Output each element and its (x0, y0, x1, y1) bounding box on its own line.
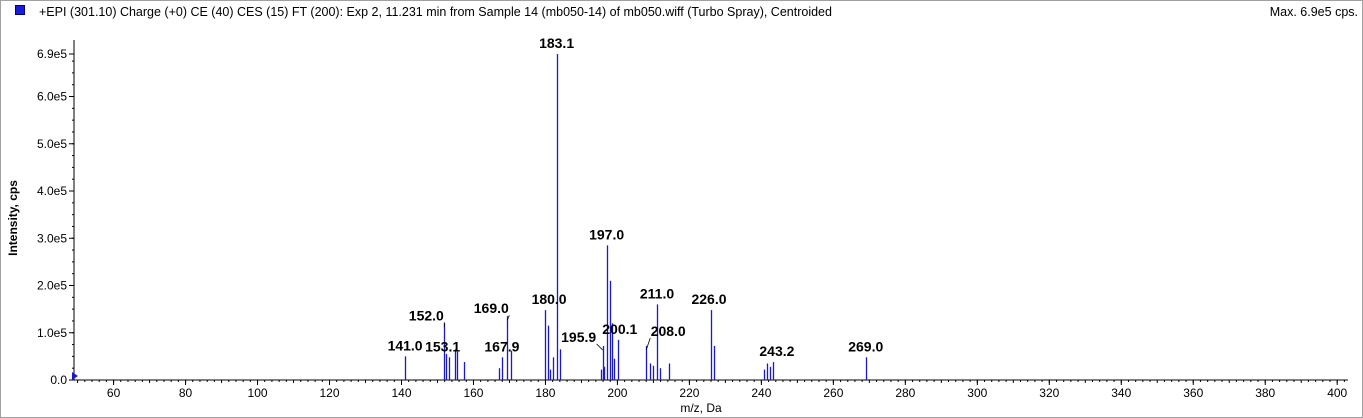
peak-label-leader (645, 337, 651, 351)
peak-label: 200.1 (602, 321, 637, 337)
peak-label: 153.1 (425, 338, 460, 354)
peak-label: 141.0 (388, 337, 423, 353)
chart-header: +EPI (301.10) Charge (+0) CE (40) CES (1… (1, 1, 1362, 23)
x-tick-label: 260 (823, 386, 843, 400)
x-tick-label: 180 (535, 386, 555, 400)
peak-label: 211.0 (640, 285, 674, 301)
x-tick-label: 380 (1255, 386, 1275, 400)
x-tick-label: 100 (248, 386, 268, 400)
y-axis-ticks: 0.0 1.0e5 2.0e5 3.0e5 4.0e5 5.0e5 6.0e5 6.9e5 (37, 47, 74, 387)
x-axis-ticks: 60 80 100 120 140 160 180 200 220 240 260 280 300 320… (77, 380, 1348, 400)
peak-label: 152.0 (409, 307, 444, 323)
peak-label: 208.0 (651, 323, 686, 339)
x-tick-label: 360 (1183, 386, 1203, 400)
y-tick-label: 2.0e5 (37, 279, 67, 293)
peak-label-leader (596, 343, 603, 351)
max-intensity-label: Max. 6.9e5 cps. (1269, 5, 1358, 19)
y-tick-label: 6.9e5 (37, 47, 67, 61)
x-tick-label: 60 (107, 386, 121, 400)
y-tick-label: 3.0e5 (37, 231, 67, 245)
peak-label: 169.0 (474, 300, 509, 316)
x-tick-label: 340 (1111, 386, 1131, 400)
peak-label: 183.1 (539, 35, 574, 51)
x-tick-label: 200 (607, 386, 627, 400)
y-tick-label: 1.0e5 (37, 326, 67, 340)
peak-label: 167.9 (484, 338, 519, 354)
x-tick-label: 160 (463, 386, 483, 400)
x-tick-label: 240 (751, 386, 771, 400)
peak-label-leader (506, 315, 510, 321)
peak-label: 180.0 (532, 291, 567, 307)
y-tick-label: 4.0e5 (37, 184, 67, 198)
peak-label: 269.0 (848, 338, 883, 354)
peak-labels: 183.1 197.0 211.0 226.0 180.0 169.0 152.0 200.1… (388, 35, 884, 359)
x-axis-label: m/z, Da (680, 401, 722, 415)
y-tick-label: 0.0 (50, 373, 67, 387)
x-tick-label: 140 (391, 386, 411, 400)
y-axis-label: Intensity, cps (6, 180, 20, 256)
x-tick-label: 320 (1039, 386, 1059, 400)
series-legend-swatch[interactable] (15, 5, 25, 15)
peak-label: 197.0 (589, 226, 624, 242)
scroll-marker-icon[interactable] (72, 372, 78, 380)
peak-label: 195.9 (561, 329, 596, 345)
x-tick-label: 300 (967, 386, 987, 400)
x-tick-label: 120 (320, 386, 340, 400)
y-tick-label: 6.0e5 (37, 90, 67, 104)
x-tick-label: 280 (895, 386, 915, 400)
peak-label: 226.0 (691, 291, 726, 307)
y-tick-label: 5.0e5 (37, 137, 67, 151)
x-tick-label: 80 (179, 386, 193, 400)
x-tick-label: 400 (1327, 386, 1347, 400)
x-tick-label: 220 (679, 386, 699, 400)
peak-label: 243.2 (759, 343, 794, 359)
spectrum-peaks (404, 54, 868, 380)
chart-title: +EPI (301.10) Charge (+0) CE (40) CES (1… (39, 5, 832, 19)
